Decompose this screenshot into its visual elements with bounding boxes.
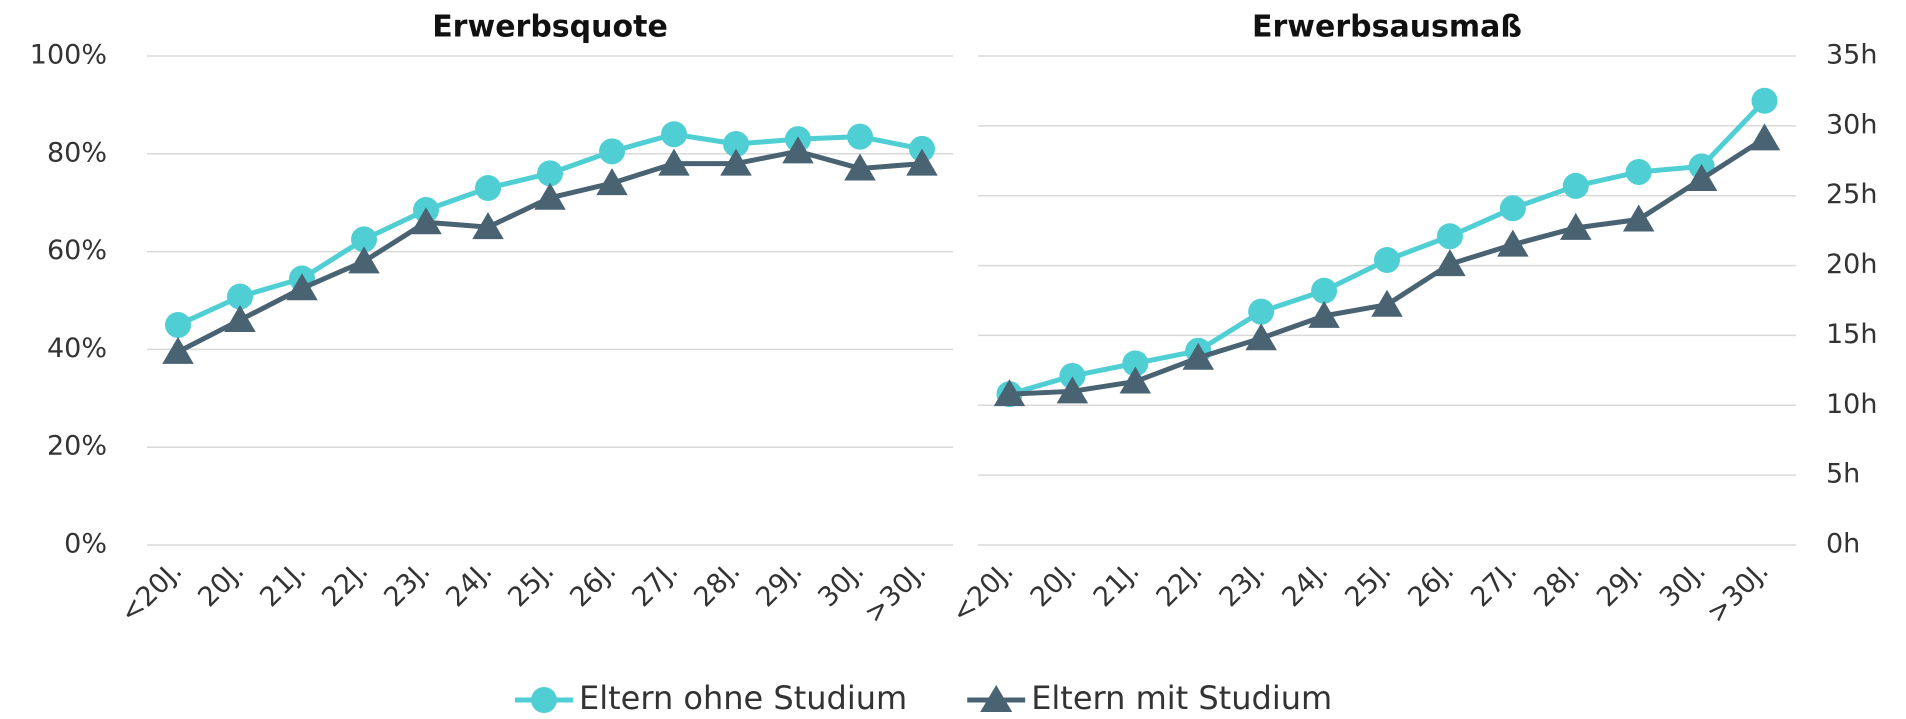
y-tick-label: 100% [30,40,107,71]
marker [661,121,687,148]
marker [1685,163,1718,191]
marker [1625,158,1652,185]
marker [1245,323,1277,351]
marker [348,246,380,274]
marker [1371,289,1403,317]
marker [227,283,253,310]
x-tick-label: 27J. [1465,555,1523,613]
y-tick-label: 0h [1826,529,1860,560]
marker [1311,277,1338,304]
x-tick-label: 21J. [1088,555,1146,613]
marker [599,138,625,165]
marker [351,226,377,253]
x-tick-label: 28J. [688,555,746,613]
legend-label: Eltern ohne Studium [579,679,907,717]
y-tick-label: 80% [47,137,107,168]
marker [534,182,566,210]
marker [993,379,1026,407]
marker [1434,249,1466,277]
chart-title: Erwerbsausmaß [1252,10,1522,45]
x-tick-label: 22J. [1151,555,1209,613]
marker [1056,376,1089,404]
legend-marker [980,685,1013,712]
marker [596,168,628,196]
marker [1562,172,1589,199]
y-tick-label: 25h [1826,179,1877,210]
x-tick-label: 29J. [750,555,808,613]
marker [1374,246,1400,273]
marker [286,273,318,301]
marker [162,336,194,364]
marker [224,305,256,333]
x-tick-label: <20J. [114,555,188,629]
marker [410,207,442,235]
y-tick-label: 20h [1826,249,1877,280]
marker [720,148,752,176]
y-tick-label: 40% [47,333,107,364]
marker [1308,300,1340,328]
marker [1248,298,1275,325]
marker [847,123,873,150]
x-tick-label: 25J. [1339,555,1397,613]
x-tick-label: 24J. [440,555,498,613]
y-tick-label: 35h [1826,40,1877,71]
y-tick-label: 60% [47,235,107,266]
legend-label: Eltern mit Studium [1031,679,1332,717]
marker [1499,195,1526,222]
marker [723,131,749,158]
y-tick-label: 5h [1826,459,1860,490]
x-tick-label: 22J. [316,555,374,613]
x-tick-label: 24J. [1276,555,1334,613]
y-tick-label: 15h [1826,319,1877,350]
y-tick-label: 0% [64,529,107,560]
x-tick-label: 20J. [1025,555,1083,613]
x-tick-label: >30J. [858,555,932,629]
marker [658,148,690,176]
marker [1059,362,1086,389]
marker [1182,342,1214,370]
legend-marker [531,687,557,713]
marker [1122,350,1149,377]
marker [165,311,191,338]
x-tick-label: 20J. [192,555,250,613]
marker [1497,229,1529,257]
x-tick-label: 23J. [1213,555,1271,613]
marker [782,136,814,164]
marker [844,153,876,181]
marker [1751,87,1778,114]
marker [1119,366,1152,394]
marker [472,212,504,240]
x-tick-label: 21J. [254,555,312,613]
x-tick-label: >30J. [1701,555,1775,629]
x-tick-label: 23J. [378,555,436,613]
marker [906,148,938,176]
marker [475,175,501,202]
marker [1622,204,1655,232]
y-tick-label: 10h [1826,389,1877,420]
marker [1748,123,1781,151]
x-tick-label: 25J. [502,555,560,613]
x-tick-label: 28J. [1528,555,1586,613]
x-tick-label: 27J. [626,555,684,613]
marker [1560,212,1592,240]
y-tick-label: 30h [1826,109,1877,140]
x-tick-label: 26J. [1402,555,1460,613]
x-tick-label: 29J. [1591,555,1649,613]
marker [1436,223,1463,250]
y-tick-label: 20% [47,431,107,462]
marker [537,160,563,187]
x-tick-label: 26J. [564,555,622,613]
x-tick-label: <20J. [946,555,1020,629]
chart-title: Erwerbsquote [432,10,668,45]
